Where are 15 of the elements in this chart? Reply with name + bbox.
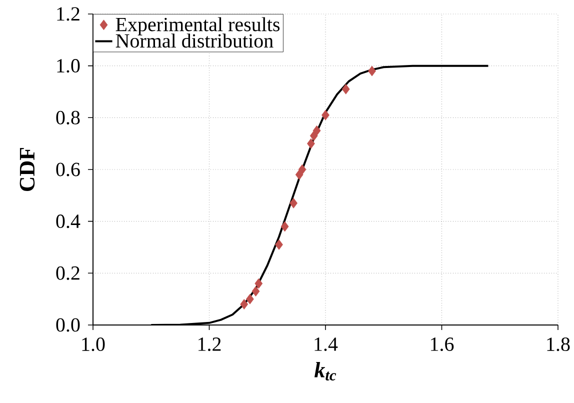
x-tick-label: 1.4 <box>314 338 338 352</box>
x-tick-label: 1.2 <box>198 338 221 352</box>
x-axis-title: k$_{tc}$ <box>314 362 336 380</box>
y-tick-label: 0.6 <box>56 162 80 176</box>
y-tick-label: 1.2 <box>57 7 80 21</box>
y-tick-label: 0.4 <box>56 214 80 228</box>
y-tick-label: 1.0 <box>57 59 80 73</box>
y-axis-title: CDF <box>20 148 35 192</box>
x-tick-label: 1.6 <box>430 338 454 352</box>
legend-label: Normal distribution <box>116 34 274 48</box>
y-tick-label: 0.0 <box>56 318 80 332</box>
x-tick-label: 1.0 <box>82 338 105 352</box>
y-tick-label: 0.8 <box>56 110 80 124</box>
y-tick-label: 0.2 <box>56 266 80 280</box>
x-tick-label: 1.8 <box>547 338 570 352</box>
